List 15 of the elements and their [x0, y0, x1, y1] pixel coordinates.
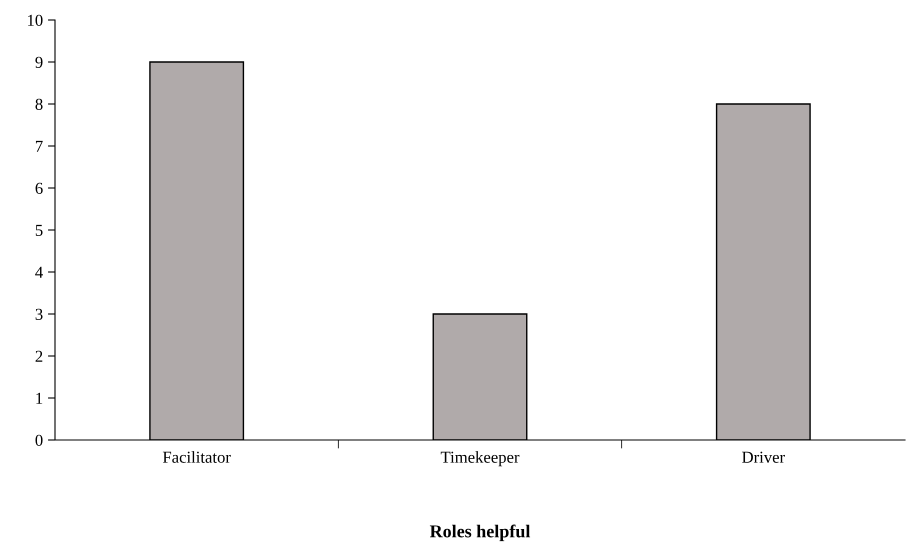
- y-tick-label: 10: [28, 14, 43, 26]
- y-tick-label: 3: [36, 308, 43, 320]
- y-tick-label: 4: [35, 266, 43, 278]
- y-tick-label: 0: [35, 434, 43, 446]
- y-tick-label: 8: [35, 98, 43, 110]
- y-tick-label: 5: [36, 224, 43, 236]
- y-tick-label: 1: [36, 392, 42, 404]
- x-tick-label: Timekeeper: [440, 451, 520, 466]
- y-tick-label: 6: [36, 182, 43, 194]
- y-tick-label: 9: [35, 56, 43, 68]
- x-tick-label: Driver: [742, 452, 785, 463]
- x-tick-label: Facilitator: [162, 451, 231, 463]
- y-tick-label: 7: [36, 140, 43, 152]
- x-axis-title: Roles helpful: [430, 524, 530, 542]
- y-tick-label: 2: [36, 350, 42, 362]
